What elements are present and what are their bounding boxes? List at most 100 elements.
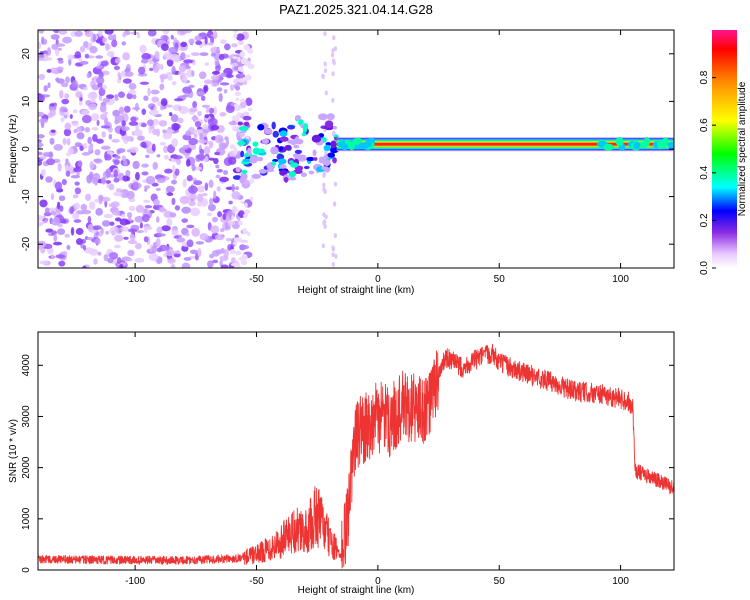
noise-blob [38,41,42,50]
noise-blob [245,97,253,107]
noise-blob [242,227,247,235]
transition-blob [270,161,277,166]
noise-blob [148,67,154,72]
noise-blob [45,176,53,183]
noise-blob [118,106,125,115]
noise-blob [218,53,225,61]
noise-blob [148,253,159,262]
noise-blob [59,205,64,212]
noise-blob [94,238,101,245]
noise-blob [69,206,75,215]
snr-x-ticks: -100 -50 0 50 100 [125,332,629,587]
noise-blob [247,107,253,112]
streak-blob [323,189,327,194]
noise-blob [166,129,175,133]
noise-blob [72,212,80,220]
noise-blob [225,237,232,242]
noise-blob [58,260,66,267]
noise-blob [117,91,126,98]
noise-blob [75,227,84,235]
noise-blob [114,115,125,123]
noise-blob [188,137,198,146]
noise-blob [152,161,158,170]
transition-blob [294,149,303,154]
noise-blob [151,143,156,152]
noise-blob [113,159,120,166]
transition-blob [237,140,246,146]
transition-blob [324,120,334,129]
noise-blob [74,181,80,186]
transition-blob [237,121,243,126]
noise-blob [214,151,221,156]
noise-blob [134,216,145,223]
noise-blob [39,199,48,208]
noise-blob [185,130,192,137]
noise-blob [92,225,102,231]
noise-blob [117,72,122,78]
noise-blob [163,52,174,61]
noise-blob [167,258,176,264]
snr-x-label: Height of straight line (km) [298,585,415,596]
transition-blob [308,170,315,175]
noise-blob [114,57,121,64]
noise-blob [128,83,137,90]
noise-blob [117,227,122,235]
transition-blob [323,144,331,152]
noise-blob [240,133,245,137]
noise-blob [239,244,250,250]
noise-blob [43,85,48,92]
transition-blob [236,136,243,142]
noise-blob [61,98,70,105]
noise-blob [170,157,175,162]
noise-blob [182,178,187,188]
noise-blob [218,93,223,102]
noise-blob [73,219,82,223]
noise-blob [81,109,90,116]
noise-blob [116,148,126,153]
streak-blob [333,233,337,238]
noise-blob [99,42,105,46]
noise-blob [130,116,137,123]
transition-blob [323,159,331,167]
streak-blob [321,243,325,249]
spectrogram-y-ticks: -20 -10 0 10 20 [21,48,674,251]
noise-blob [188,185,198,194]
noise-blob [82,245,87,251]
noise-blob [138,66,146,75]
noise-blob [166,218,173,227]
noise-blob [232,30,239,34]
noise-blob [228,200,233,205]
noise-blob [154,50,160,60]
noise-blob [181,218,189,223]
streak-blob [331,252,335,258]
noise-blob [197,139,208,144]
noise-blob [227,220,236,226]
noise-blob [207,117,218,127]
noise-blob [235,208,239,212]
noise-blob [196,91,206,96]
noise-blob [216,186,221,192]
noise-blob [122,175,129,182]
noise-blob [136,33,141,39]
noise-blob [177,117,184,124]
noise-blob [93,176,99,186]
noise-blob [74,187,82,195]
noise-blob [76,171,80,177]
streak-blob [333,181,338,187]
noise-blob [233,237,240,243]
colorbar-gradient [712,30,737,268]
noise-blob [114,97,119,101]
noise-blob [165,104,173,108]
noise-blob [211,216,219,223]
colorbar-ticks: 0.0 0.2 0.4 0.6 0.8 [699,70,716,275]
transition-blob [301,132,307,137]
noise-blob [96,138,104,144]
noise-blob [236,81,244,86]
noise-blob [42,56,53,62]
noise-blob [105,168,112,177]
noise-blob [245,136,250,140]
streak-blob [322,212,326,218]
noise-blob [220,247,225,254]
noise-blob [219,255,229,262]
noise-blob [160,104,164,111]
